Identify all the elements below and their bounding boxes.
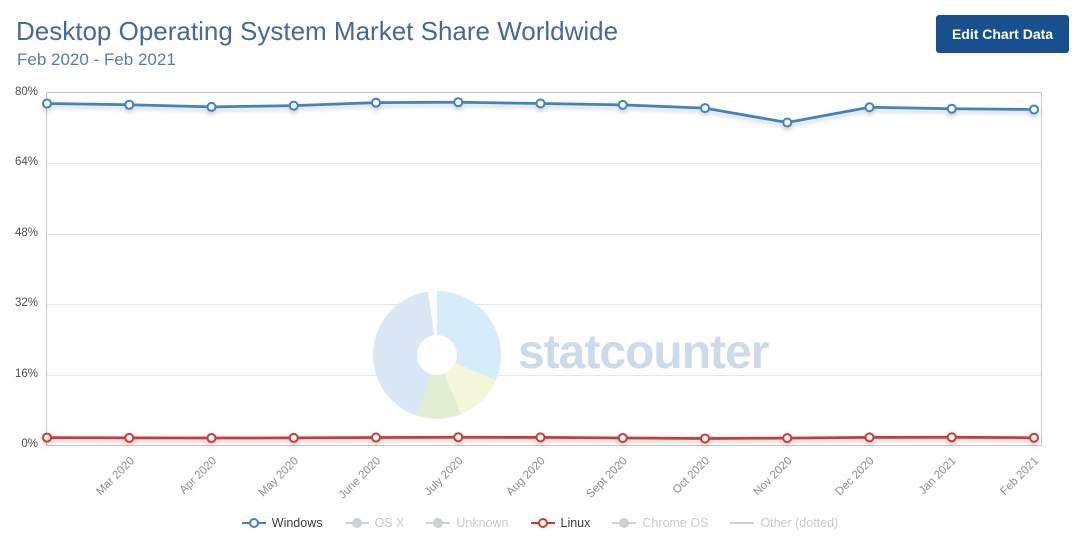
x-axis-label: Feb 2021 — [998, 455, 1042, 498]
x-axis-label: Jan 2021 — [917, 455, 960, 497]
legend-item-os-x[interactable]: OS X — [344, 516, 405, 530]
gridline-64 — [47, 163, 1041, 165]
windows-series-point[interactable] — [782, 117, 793, 128]
y-axis-label-16: 16% — [14, 367, 38, 380]
linux-series-point[interactable] — [371, 432, 381, 443]
legend-label: Other (dotted) — [760, 516, 839, 530]
page-subtitle: Feb 2020 - Feb 2021 — [17, 50, 176, 69]
y-axis-label-32: 32% — [14, 297, 38, 310]
x-axis-label: July 2020 — [422, 455, 466, 499]
linux-series-point[interactable] — [617, 432, 628, 443]
x-axis-label: June 2020 — [337, 455, 384, 502]
x-axis-label: Mar 2020 — [93, 455, 137, 498]
legend-item-other-dotted[interactable]: Other (dotted) — [730, 516, 838, 530]
linux-series-point[interactable] — [42, 432, 52, 443]
y-axis-label-48: 48% — [14, 226, 38, 239]
x-axis-label: Dec 2020 — [833, 455, 877, 499]
x-axis-label: Aug 2020 — [504, 455, 548, 499]
series-svg — [42, 97, 1039, 444]
windows-legend-marker-icon — [241, 518, 266, 528]
page-title: Desktop Operating System Market Share Wo… — [16, 16, 619, 46]
linux-series-point[interactable] — [782, 433, 793, 444]
windows-series-point[interactable] — [42, 98, 52, 109]
windows-series-point[interactable] — [700, 103, 710, 114]
legend-item-linux[interactable]: Linux — [530, 516, 591, 530]
chart-plot-area: statcounter — [42, 92, 1042, 446]
gridline-16 — [47, 374, 1041, 376]
legend-label: Chrome OS — [642, 516, 709, 530]
os-x-legend-marker-icon — [344, 518, 369, 528]
windows-series-point[interactable] — [617, 99, 628, 110]
gridline-48 — [47, 233, 1041, 235]
windows-series-point[interactable] — [1029, 104, 1039, 115]
windows-series-point[interactable] — [864, 102, 875, 113]
windows-series-point[interactable] — [124, 99, 135, 110]
legend-item-chrome-os[interactable]: Chrome OS — [612, 516, 708, 530]
y-axis-label-0: 0% — [21, 438, 38, 450]
x-axis-label: Sept 2020 — [584, 455, 631, 501]
legend-label: Unknown — [456, 516, 509, 530]
x-axis-label: Nov 2020 — [751, 455, 795, 499]
gridline-32 — [47, 304, 1041, 306]
linux-series-point[interactable] — [864, 432, 875, 443]
x-axis-label: Apr 2020 — [177, 455, 219, 497]
windows-series-point[interactable] — [371, 97, 381, 108]
other-dotted-legend-marker-icon — [730, 518, 755, 528]
linux-series-point[interactable] — [453, 432, 464, 443]
linux-series-point[interactable] — [288, 432, 299, 443]
legend-item-unknown[interactable]: Unknown — [426, 516, 509, 530]
y-axis-label-64: 64% — [14, 156, 38, 169]
linux-series-point[interactable] — [206, 433, 217, 444]
windows-series-point[interactable] — [206, 101, 217, 112]
y-axis-label-80: 80% — [14, 86, 38, 98]
windows-series-point[interactable] — [288, 100, 299, 111]
linux-legend-marker-icon — [530, 518, 555, 528]
windows-series-point[interactable] — [535, 98, 546, 109]
windows-series-point[interactable] — [946, 103, 957, 114]
legend-label: OS X — [374, 516, 405, 530]
x-axis-label: Oct 2020 — [670, 455, 713, 497]
edit-chart-data-button[interactable]: Edit Chart Data — [936, 15, 1069, 53]
linux-series-point[interactable] — [946, 432, 957, 443]
chrome-os-legend-marker-icon — [612, 518, 637, 528]
linux-series-point[interactable] — [1029, 432, 1039, 443]
chart-legend: Windows OS X Unknown Linux Chrome OS Other (d… — [0, 508, 1080, 538]
linux-series-point[interactable] — [124, 432, 135, 443]
legend-label: Linux — [560, 516, 591, 530]
unknown-legend-marker-icon — [426, 518, 451, 528]
linux-series — [42, 432, 1039, 444]
windows-series — [42, 97, 1039, 128]
x-axis-label: May 2020 — [257, 455, 302, 500]
legend-item-windows[interactable]: Windows — [241, 516, 323, 530]
windows-series-point[interactable] — [453, 97, 464, 108]
linux-series-point[interactable] — [700, 433, 710, 444]
linux-series-point[interactable] — [535, 432, 546, 443]
legend-label: Windows — [271, 516, 323, 530]
